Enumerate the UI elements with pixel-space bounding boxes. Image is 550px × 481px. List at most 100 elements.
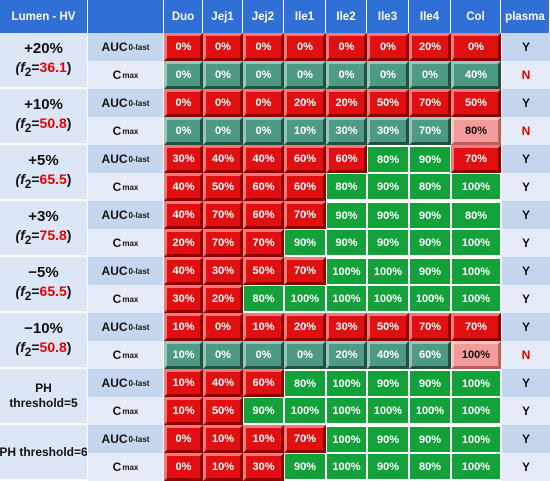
f2-value: (f2=65.5) [16,283,72,304]
metric-subscript: max [122,70,139,80]
f2-number: 36.1 [39,58,67,75]
value-cell: 70% [409,313,451,341]
value-cell: 80% [451,201,501,229]
value-cell: 80% [409,453,451,481]
f2-number: 65.5 [39,282,67,299]
metric-subscript: max [122,294,139,304]
metric-name: AUC [101,152,128,166]
plasma-cell: Y [501,145,550,173]
value-cell: 100% [326,425,367,453]
value-cell: 0% [409,61,451,89]
scenario-change: +3% [28,207,59,225]
plasma-cell: N [501,117,550,145]
value-cell: 40% [243,145,284,173]
f2-suffix: ) [66,170,72,187]
value-cell: 50% [243,257,284,285]
value-cell: 90% [367,229,409,257]
value-cell: 20% [284,313,326,341]
metric-name: AUC [101,208,128,222]
value-cell: 100% [451,285,501,313]
value-cell: 30% [326,313,367,341]
value-cell: 90% [367,369,409,397]
value-cell: 100% [367,397,409,425]
value-cell: 60% [243,201,284,229]
metric-name: C [112,460,122,474]
f2-subscript: 2 [24,177,32,191]
value-cell: 100% [451,425,501,453]
value-cell: 100% [326,397,367,425]
value-cell: 50% [203,173,243,201]
metric-subscript: max [122,462,139,472]
metric-subscript: 0-last [128,434,150,444]
f2-equals: = [31,226,40,243]
plasma-cell: Y [501,173,550,201]
auc-label: AUC 0-last [88,145,164,173]
value-cell: 50% [367,89,409,117]
metric-subscript: 0-last [128,210,150,220]
plasma-cell: Y [501,201,550,229]
value-cell: 70% [203,229,243,257]
f2-value: (f2=36.1) [16,59,72,80]
value-cell: 80% [409,173,451,201]
f2-equals: = [31,282,40,299]
f2-suffix: ) [66,282,72,299]
value-cell: 70% [284,257,326,285]
value-cell: 0% [284,61,326,89]
value-cell: 10% [243,425,284,453]
value-cell: 100% [367,285,409,313]
value-cell: 10% [203,453,243,481]
f2-prefix: (f [15,58,25,75]
value-cell: 0% [243,117,284,145]
value-cell: 20% [409,33,451,61]
metric-subscript: max [122,238,139,248]
value-cell: 70% [284,201,326,229]
value-cell: 100% [284,285,326,313]
value-cell: 90% [284,453,326,481]
value-cell: 100% [451,341,501,369]
value-cell: 50% [203,397,243,425]
value-cell: 0% [284,33,326,61]
metric-name: AUC [101,376,128,390]
value-cell: 90% [409,201,451,229]
scenario-change: −5% [28,263,59,281]
scenario-change: +5% [28,151,59,169]
value-cell: 60% [243,173,284,201]
metric-name: AUC [101,432,128,446]
metric-name: C [112,68,122,82]
value-cell: 20% [284,89,326,117]
plasma-header: plasma [501,0,550,33]
auc-label: AUC 0-last [88,257,164,285]
scenario-label: +3% (f2=75.8) [0,201,88,257]
f2-prefix: (f [15,170,25,187]
f2-subscript: 2 [24,65,32,79]
value-cell: 40% [164,173,203,201]
scenario-label: +5% (f2=65.5) [0,145,88,201]
plasma-cell: Y [501,369,550,397]
corner-header: Lumen - HV [0,0,88,33]
column-header-ile2: Ile2 [326,0,367,33]
value-cell: 90% [326,201,367,229]
plasma-cell: Y [501,425,550,453]
f2-number: 65.5 [39,170,67,187]
scenario-change: +10% [24,95,63,113]
value-cell: 70% [203,201,243,229]
plasma-cell: Y [501,33,550,61]
metric-name: C [112,180,122,194]
plasma-cell: Y [501,89,550,117]
auc-label: AUC 0-last [88,33,164,61]
f2-subscript: 2 [24,289,32,303]
metric-name: C [112,292,122,306]
value-cell: 40% [203,145,243,173]
value-cell: 0% [203,61,243,89]
value-cell: 30% [367,117,409,145]
value-cell: 90% [367,173,409,201]
f2-equals: = [31,170,40,187]
value-cell: 100% [409,285,451,313]
value-cell: 70% [284,425,326,453]
column-header-jej1: Jej1 [203,0,243,33]
f2-subscript: 2 [24,121,32,135]
